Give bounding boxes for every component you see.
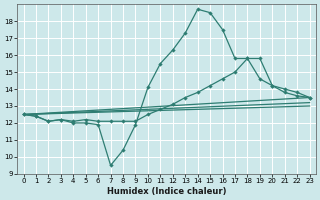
- X-axis label: Humidex (Indice chaleur): Humidex (Indice chaleur): [107, 187, 226, 196]
